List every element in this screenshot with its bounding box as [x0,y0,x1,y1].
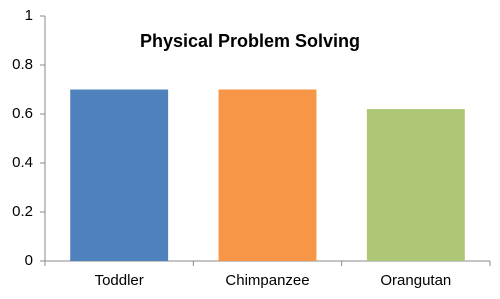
x-tick-label: Chimpanzee [225,272,309,289]
y-tick-label: 0.2 [12,203,33,220]
bar [70,89,169,261]
x-tick-label: Toddler [95,272,144,289]
y-tick-label: 0.6 [12,105,33,122]
y-tick-label: 0 [25,252,33,269]
x-tick-label: Orangutan [380,272,451,289]
chart-title: Physical Problem Solving [140,31,360,51]
bar-texture [366,109,465,261]
y-tick-label: 1 [25,7,33,24]
y-tick-label: 0.8 [12,56,33,73]
bar [218,89,317,261]
y-tick-label: 0.4 [12,154,33,171]
